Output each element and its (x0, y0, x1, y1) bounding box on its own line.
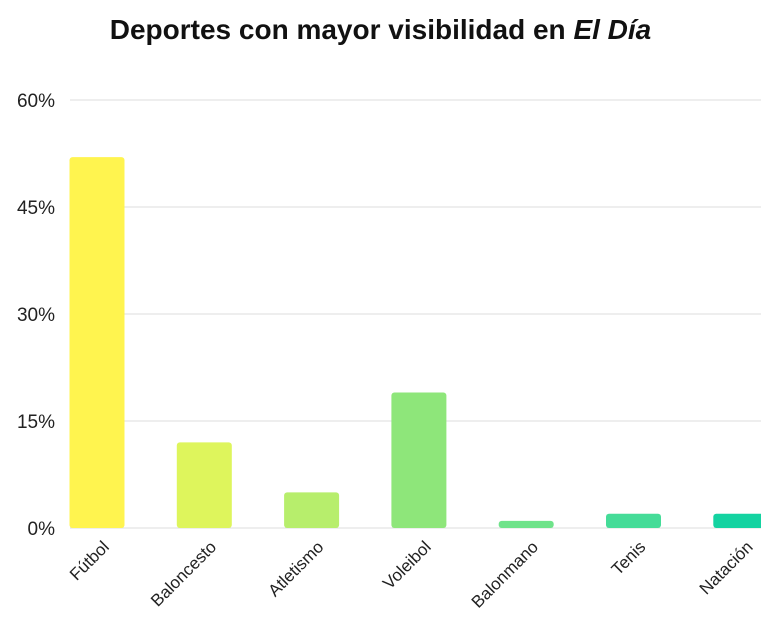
bar (284, 492, 340, 528)
y-axis-tick-labels: 0% 15% 30% 45% 60% (17, 91, 55, 540)
y-tick-label: 30% (17, 305, 55, 326)
chart-title-main: Deportes con mayor visibilidad en (109, 14, 574, 45)
bar (713, 513, 761, 528)
y-tick-label: 45% (17, 198, 55, 219)
chart-title-emphasis: El Día (573, 14, 652, 45)
x-category-label: Natación (696, 537, 757, 598)
x-category-label: Balonmano (468, 537, 542, 611)
x-category-label: Tenis (608, 537, 649, 578)
bar (606, 513, 661, 528)
chart-title: Deportes con mayor visibilidad en El Día (0, 14, 761, 46)
bar (391, 392, 447, 528)
bar (69, 157, 125, 529)
y-tick-label: 0% (28, 519, 56, 540)
y-tick-label: 15% (17, 412, 55, 433)
bars (69, 157, 761, 529)
y-tick-label: 60% (17, 91, 55, 112)
x-axis-category-labels: Fútbol Baloncesto Atletismo Voleibol Balonma… (66, 537, 757, 611)
x-category-label: Fútbol (66, 537, 113, 584)
x-category-label: Baloncesto (147, 537, 220, 610)
bar (498, 520, 554, 528)
x-category-label: Voleibol (379, 537, 435, 593)
bar (176, 442, 232, 528)
x-category-label: Atletismo (265, 537, 328, 600)
